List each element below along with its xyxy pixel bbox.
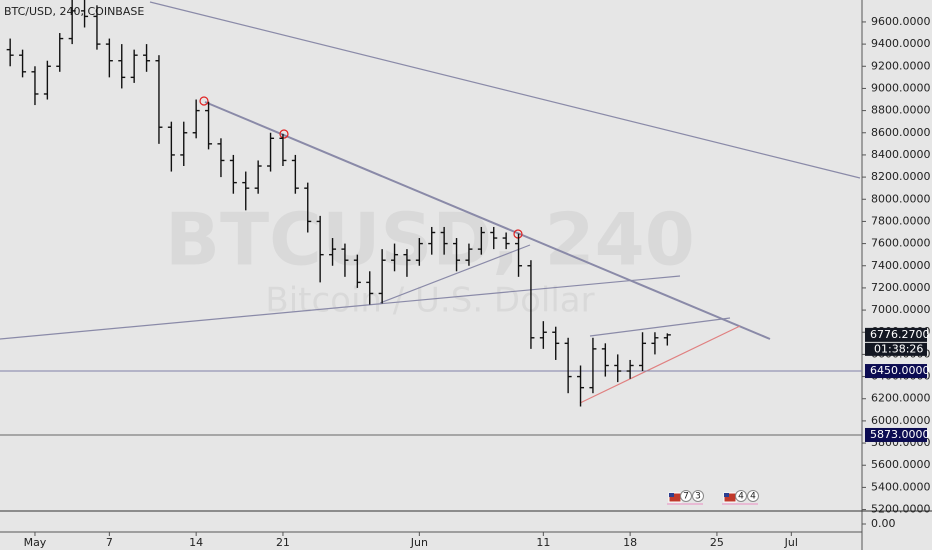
- price-tag-label: 6450.0000: [870, 364, 930, 377]
- x-tick-label: Jun: [410, 536, 428, 549]
- x-tick-label: Jul: [784, 536, 798, 549]
- event-badge: [680, 490, 692, 502]
- event-count: 4: [738, 492, 744, 502]
- price-tag: [865, 427, 927, 442]
- trend-line: [149, 1, 861, 179]
- event-badge: [735, 490, 747, 502]
- x-tick-label: 7: [106, 536, 113, 549]
- trend-line: [579, 325, 741, 404]
- y-tick-label: 6000.0000: [871, 414, 931, 427]
- y-tick-label: 8800.0000: [871, 104, 931, 117]
- ohlc-series: [6, 0, 671, 407]
- y-tick-label: 7400.0000: [871, 259, 931, 272]
- drawings: [0, 1, 861, 404]
- y-tick-label: 5600.0000: [871, 458, 931, 471]
- trend-line: [379, 244, 531, 304]
- watermark-sub: Bitcoin / U.S. Dollar: [265, 281, 594, 321]
- y-tick-label: 7000.0000: [871, 303, 931, 316]
- price-tag-label: 6776.2700: [870, 328, 930, 341]
- y-tick-label: 8200.0000: [871, 170, 931, 183]
- y-tick-label: 7600.0000: [871, 237, 931, 250]
- pivot-marker: [199, 96, 209, 106]
- event-count: 3: [695, 492, 701, 502]
- x-tick-label: 21: [276, 536, 290, 549]
- x-tick-label: 18: [623, 536, 637, 549]
- watermark: BTCUSD, 240: [165, 198, 695, 282]
- x-tick-label: 14: [189, 536, 203, 549]
- event-count: 7: [683, 492, 689, 502]
- event-flag-canton: [669, 493, 674, 497]
- y-tick-label: 9400.0000: [871, 37, 931, 50]
- trend-line: [589, 317, 731, 337]
- event-badge: [747, 490, 759, 502]
- y-tick-label: 6200.0000: [871, 392, 931, 405]
- y-tick-label: 9600.0000: [871, 15, 931, 28]
- y-tick-label: 9000.0000: [871, 81, 931, 94]
- y-tick-label: 7800.0000: [871, 214, 931, 227]
- y-tick-label: 0.00: [871, 517, 896, 530]
- y-tick-label: 5200.0000: [871, 503, 931, 516]
- x-tick-label: 25: [710, 536, 724, 549]
- pivot-marker: [279, 129, 289, 139]
- countdown-box: [865, 342, 927, 356]
- y-tick-label: 7200.0000: [871, 281, 931, 294]
- event-badge: [692, 490, 704, 502]
- price-tag-label: 5873.0000: [870, 428, 930, 441]
- x-tick-label: May: [24, 536, 47, 549]
- trend-line: [0, 275, 681, 340]
- y-tick-label: 9200.0000: [871, 59, 931, 72]
- y-tick-label: 5400.0000: [871, 480, 931, 493]
- y-tick-label: 8400.0000: [871, 148, 931, 161]
- price-tag: [865, 327, 927, 342]
- y-tick-label: 8600.0000: [871, 126, 931, 139]
- event-flag-canton: [724, 493, 729, 497]
- trend-line: [204, 101, 771, 340]
- price-tag: [865, 364, 927, 379]
- event-count: 4: [750, 492, 756, 502]
- y-tick-label: 8000.0000: [871, 192, 931, 205]
- countdown: 01:38:26: [874, 342, 923, 355]
- x-tick-label: 11: [536, 536, 550, 549]
